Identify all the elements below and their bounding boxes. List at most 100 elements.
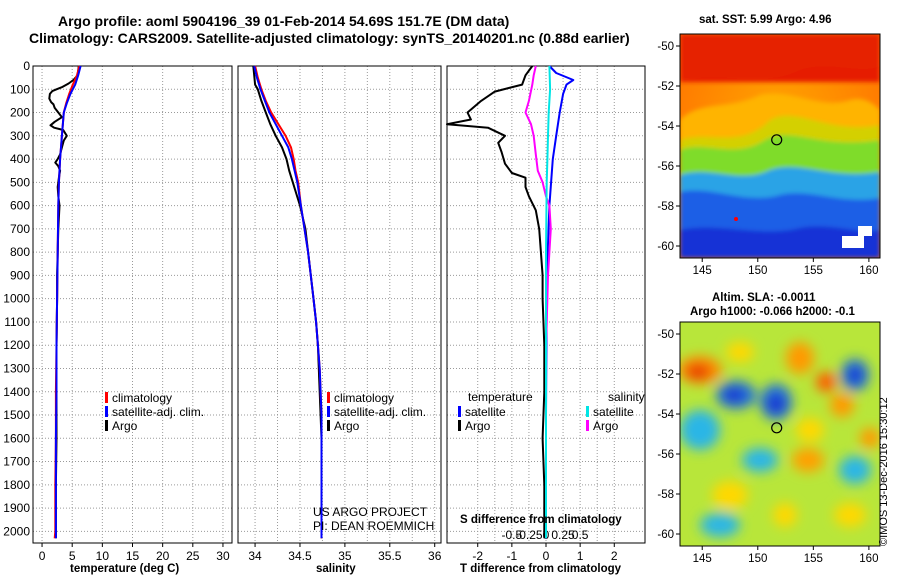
depth-tick-label: 1700 <box>3 455 30 469</box>
legend-swatch <box>458 406 461 417</box>
project-credit: US ARGO PROJECT <box>313 505 428 519</box>
depth-tick-label: 1600 <box>3 431 30 445</box>
title-line-2: Climatology: CARS2009. Satellite-adjuste… <box>29 30 630 46</box>
map-x-tick-label: 150 <box>748 553 767 565</box>
series-line <box>524 65 552 539</box>
series-line <box>252 65 323 539</box>
depth-tick-label: 200 <box>10 106 30 120</box>
imos-timestamp: ©IMOS 13-Dec-2016 15:30:12 <box>878 397 890 546</box>
legend-swatch <box>105 420 108 431</box>
map-y-tick-label: -50 <box>657 329 674 341</box>
legend-label: climatology <box>334 391 395 405</box>
legend-heading-salinity: salinity <box>608 390 645 404</box>
x-tick-label: 30 <box>216 549 230 563</box>
float-location-marker-icon <box>771 422 783 434</box>
sla-map-frame <box>679 321 881 547</box>
x-tick-label: 35.5 <box>378 549 402 563</box>
map-y-tick-label: -56 <box>657 449 674 461</box>
x-tick-label: 34.5 <box>288 549 312 563</box>
legend-swatch <box>586 406 589 417</box>
depth-tick-label: 1000 <box>3 292 30 306</box>
x-tick-label: 35 <box>338 549 352 563</box>
depth-tick-label: 2000 <box>3 524 30 538</box>
map-y-tick-label: -50 <box>657 41 674 53</box>
legend-item-argo: Argo <box>327 419 359 433</box>
depth-tick-label: 600 <box>10 199 30 213</box>
x-tick-label: 20 <box>156 549 170 563</box>
series-line <box>545 65 575 539</box>
legend-item-sal-satellite: satellite <box>586 405 634 419</box>
depth-tick-label: 1900 <box>3 501 30 515</box>
map-x-tick-label: 155 <box>804 265 823 277</box>
depth-tick-label: 1800 <box>3 478 30 492</box>
depth-tick-label: 700 <box>10 222 30 236</box>
legend-heading-temperature: temperature <box>468 390 533 404</box>
legend-swatch <box>105 406 108 417</box>
map-y-tick-label: -52 <box>657 369 674 381</box>
map-y-tick-label: -60 <box>657 529 674 541</box>
secondary-tick-label: 0.5 <box>572 528 589 542</box>
series-line <box>48 65 80 539</box>
plot-frame <box>237 65 442 544</box>
depth-tick-label: 100 <box>10 82 30 96</box>
float-location-marker-icon <box>771 134 783 146</box>
series-line <box>54 65 82 539</box>
secondary-tick-label: -0.25 <box>515 528 543 542</box>
map-x-tick-label: 145 <box>693 265 712 277</box>
map-y-tick-label: -60 <box>657 241 674 253</box>
legend-item-argo: Argo <box>105 419 137 433</box>
depth-tick-label: 400 <box>10 152 30 166</box>
x-tick-label: 36 <box>428 549 442 563</box>
x-tick-label: 2 <box>611 549 618 563</box>
secondary-tick-label: -0.5 <box>502 528 523 542</box>
depth-tick-label: 900 <box>10 268 30 282</box>
map-y-tick-label: -58 <box>657 201 674 213</box>
sst-map-frame <box>679 33 881 259</box>
sst-map <box>680 34 880 258</box>
salinity-panel: 34 34.5 35 35.5 36 <box>237 65 442 563</box>
map-y-tick-label: -52 <box>657 81 674 93</box>
legend-swatch <box>105 392 108 403</box>
x-tick-label: 25 <box>186 549 200 563</box>
map-axes: -50 -52 -54 -56 -58 -60 145 150 155 160 -50 -52 -54 -… <box>657 41 878 565</box>
difference-panel: -2 -1 0 1 2-0.5-0.25 0 0.250.5 <box>446 65 646 563</box>
map-y-tick-label: -54 <box>657 121 674 133</box>
legend-item-satellite: satellite-adj. clim. <box>327 405 426 419</box>
x-tick-label: -1 <box>507 549 518 563</box>
x-tick-label: 0 <box>543 549 550 563</box>
map-x-tick-label: 155 <box>804 553 823 565</box>
legend-swatch <box>327 420 330 431</box>
legend-label: satellite <box>593 405 634 419</box>
series-line <box>545 65 552 539</box>
sla-map-title: Altim. SLA: -0.0011 <box>712 292 816 304</box>
legend-label: satellite-adj. clim. <box>112 405 205 419</box>
legend-swatch <box>327 406 330 417</box>
depth-tick-label: 1200 <box>3 338 30 352</box>
x-tick-label: 15 <box>126 549 140 563</box>
depth-tick-label: 500 <box>10 175 30 189</box>
pi-credit: PI: DEAN ROEMMICH <box>313 519 435 533</box>
secondary-tick-label: 0.25 <box>551 528 575 542</box>
x-tick-label: -2 <box>472 549 483 563</box>
sla-map <box>680 322 880 546</box>
map-x-tick-label: 160 <box>859 265 878 277</box>
t-difference-axis-label: T difference from climatology <box>460 563 622 575</box>
legend-label: satellite <box>465 405 506 419</box>
depth-tick-label: 300 <box>10 129 30 143</box>
depth-tick-label: 1400 <box>3 385 30 399</box>
map-y-tick-label: -54 <box>657 409 674 421</box>
legend-label: Argo <box>112 419 138 433</box>
legend-label: Argo <box>593 419 619 433</box>
x-tick-label: 5 <box>69 549 76 563</box>
x-tick-label: 10 <box>96 549 110 563</box>
legend-item-climatology: climatology <box>327 391 394 405</box>
series-line <box>253 65 323 539</box>
map-x-tick-label: 160 <box>859 553 878 565</box>
title-line-1: Argo profile: aoml 5904196_39 01-Feb-201… <box>58 13 510 29</box>
legend-label: Argo <box>334 419 360 433</box>
legend-item-climatology: climatology <box>105 391 172 405</box>
depth-tick-label: 0 <box>23 59 30 73</box>
temperature-axis-label: temperature (deg C) <box>70 563 180 575</box>
x-tick-label: 1 <box>577 549 584 563</box>
legend-swatch <box>586 420 589 431</box>
